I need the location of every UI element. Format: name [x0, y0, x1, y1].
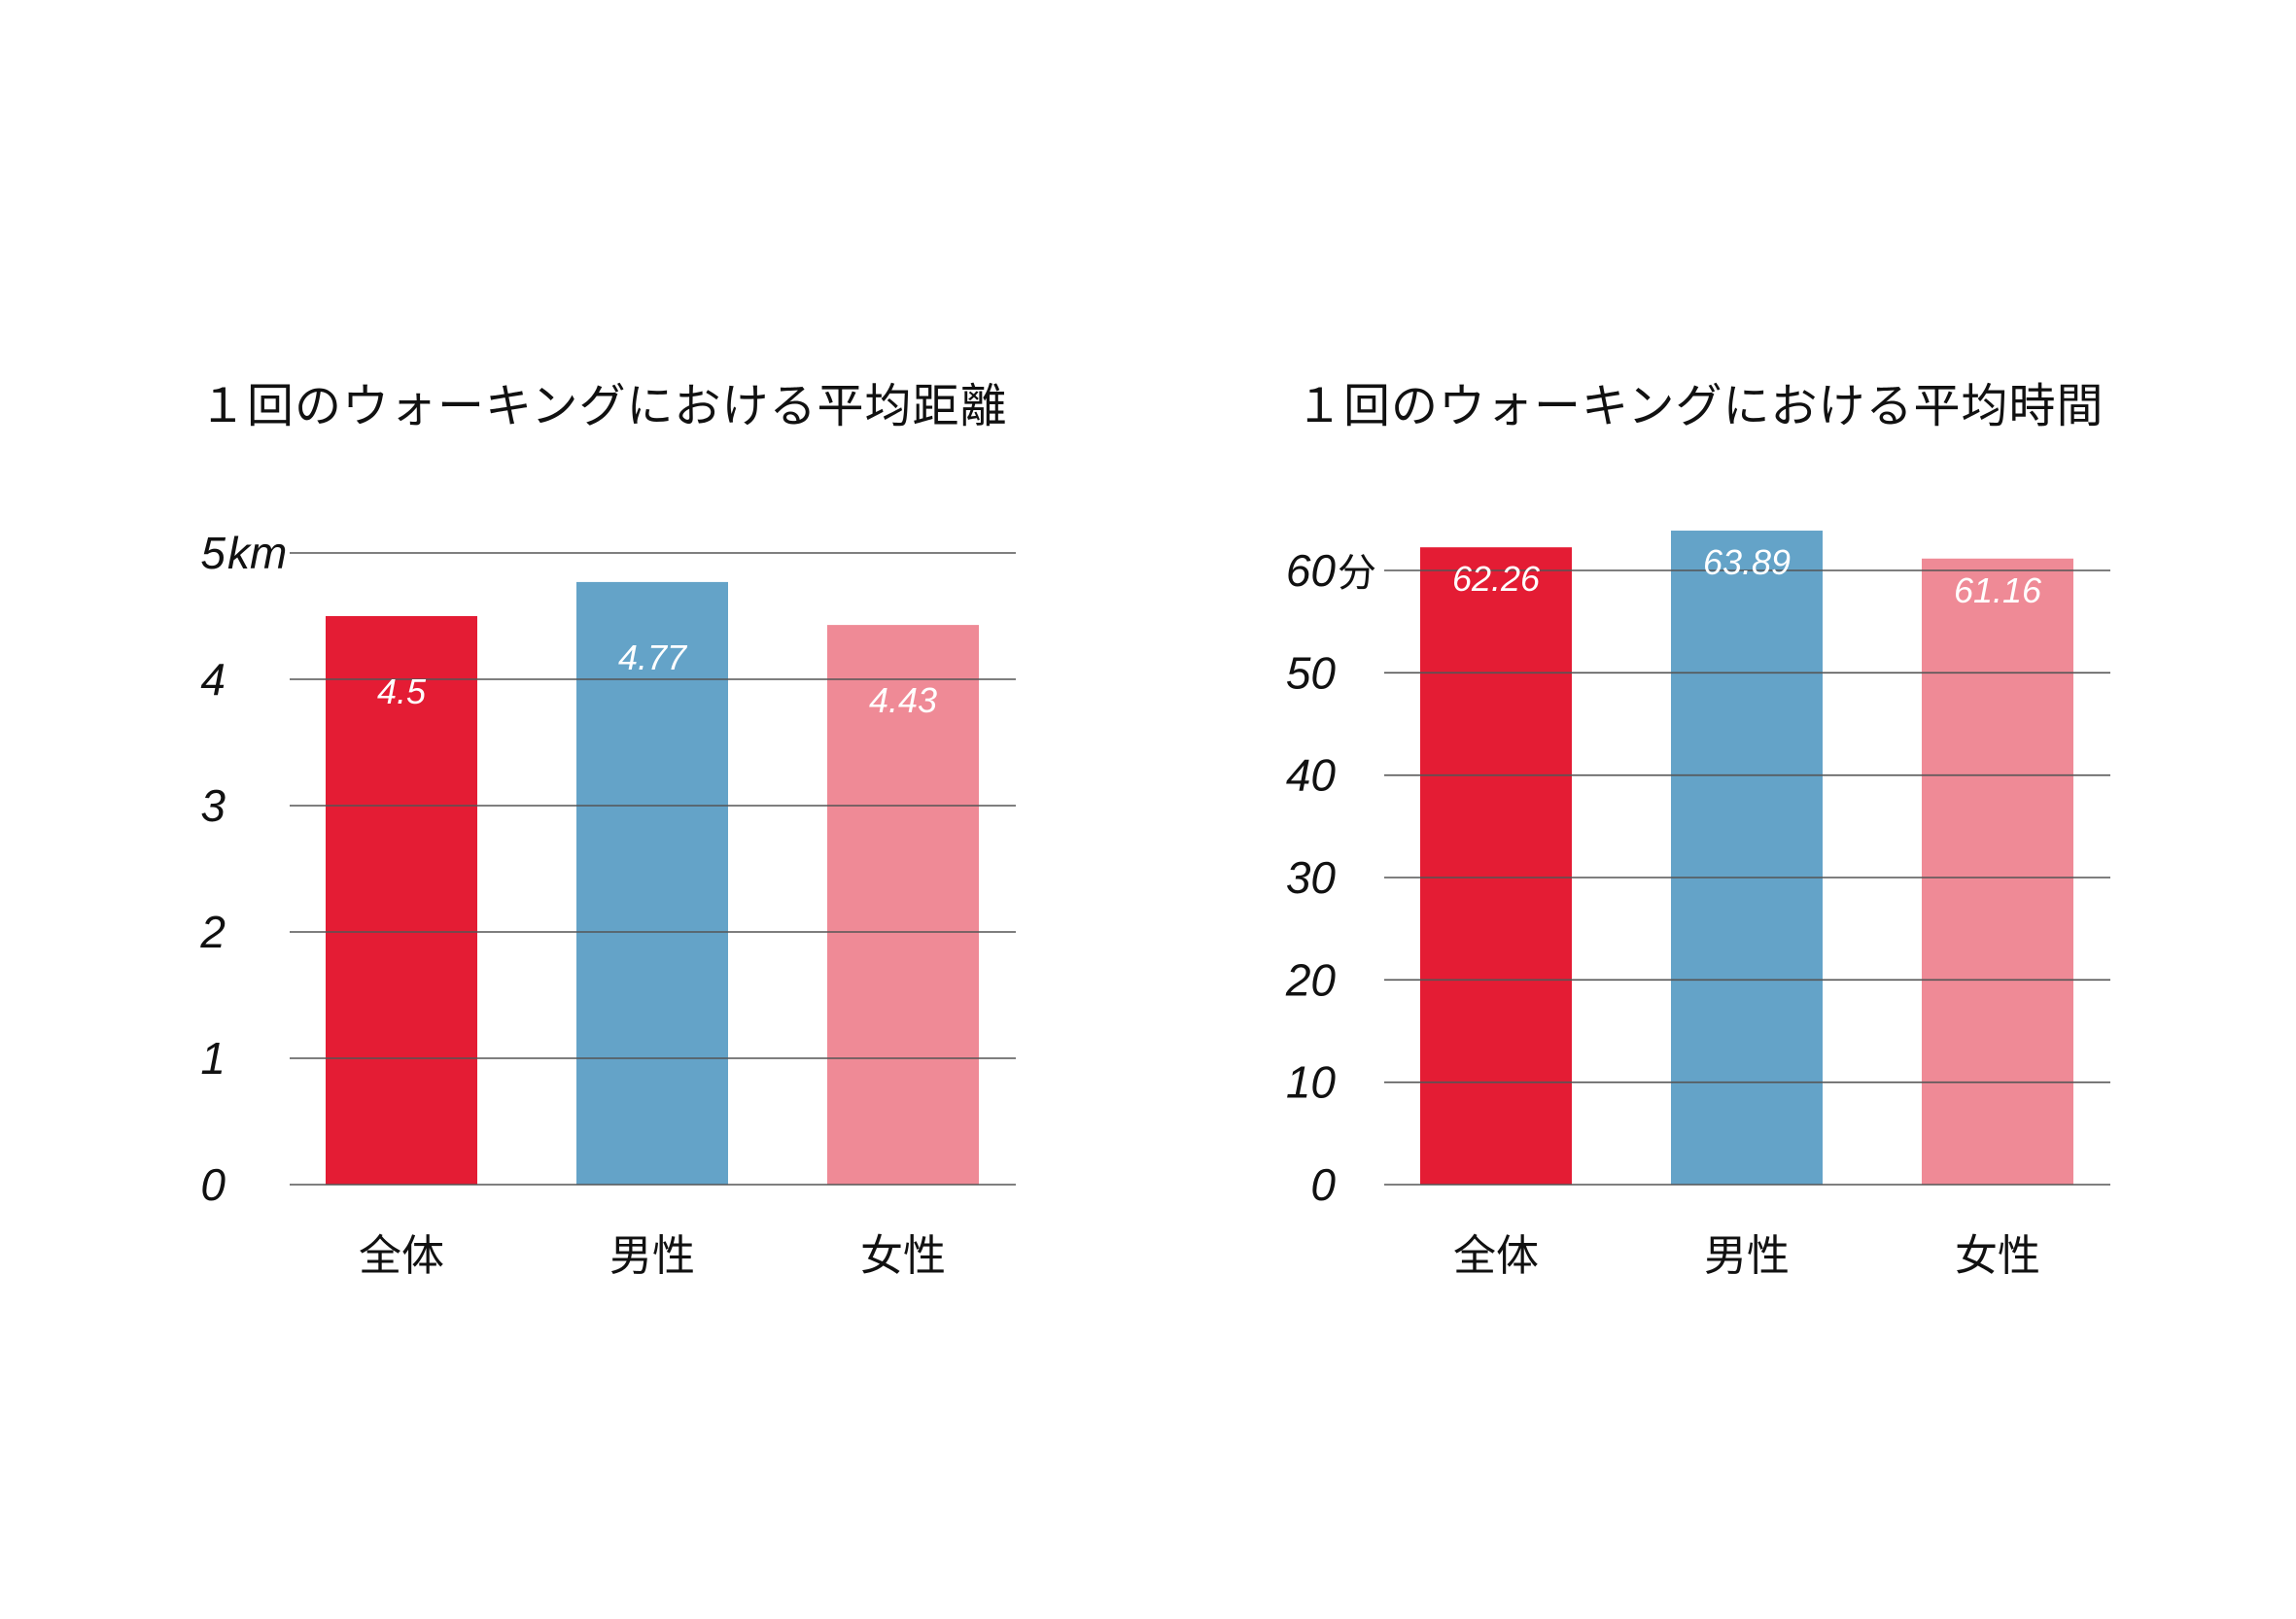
time-y-tick-label: 50 [1286, 647, 1337, 698]
time-y-tick-label: 30 [1286, 852, 1337, 903]
time-y-tick-label: 40 [1286, 750, 1337, 801]
distance-category-label-male: 男性 [609, 1231, 695, 1281]
distance-y-tick-label: 4 [200, 654, 226, 705]
time-category-label-male: 男性 [1704, 1231, 1790, 1281]
distance-value-label-total: 4.5 [377, 672, 427, 711]
time-y-tick-label: 10 [1286, 1057, 1337, 1108]
distance-y-unit-label: km [227, 528, 287, 578]
distance-value-label-male: 4.77 [618, 637, 688, 677]
time-y-tick-label: 0 [1310, 1159, 1336, 1210]
time-value-label-male: 63.89 [1703, 542, 1791, 582]
time-bar-male [1671, 531, 1823, 1185]
distance-bar-male [576, 581, 728, 1185]
distance-bar-female [827, 625, 979, 1185]
distance-y-tick-label: 5 [200, 528, 226, 578]
distance-y-tick-label: 3 [200, 780, 226, 831]
distance-value-label-female: 4.43 [869, 680, 937, 720]
distance-category-label-total: 全体 [359, 1231, 444, 1281]
time-bar-chart: 0 10 20 30 40 50 60 分 62.26 63.89 61.16 全体 男性 女性 [1285, 531, 2110, 1281]
time-value-label-female: 61.16 [1954, 570, 2042, 610]
time-value-label-total: 62.26 [1452, 559, 1541, 599]
distance-bar-chart: 0 1 2 3 4 5 km 4.5 4.77 4.43 全体 男性 女性 [199, 528, 1016, 1281]
distance-chart-title: １回のウォーキングにおける平均距離 [199, 379, 1008, 433]
distance-category-label-female: 女性 [860, 1231, 946, 1281]
time-y-tick-label: 60 [1286, 545, 1337, 596]
time-y-tick-label: 20 [1285, 954, 1337, 1005]
time-chart-title: １回のウォーキングにおける平均時間 [1296, 379, 2105, 433]
distance-y-tick-label: 2 [199, 907, 226, 957]
distance-y-tick-label: 1 [200, 1033, 226, 1084]
distance-bar-total [326, 616, 477, 1185]
time-y-unit-label: 分 [1338, 551, 1376, 596]
time-bar-total [1420, 547, 1572, 1185]
distance-y-tick-label: 0 [200, 1159, 226, 1210]
time-category-label-total: 全体 [1453, 1231, 1539, 1281]
time-category-label-female: 女性 [1955, 1231, 2040, 1281]
time-bar-female [1922, 558, 2073, 1185]
